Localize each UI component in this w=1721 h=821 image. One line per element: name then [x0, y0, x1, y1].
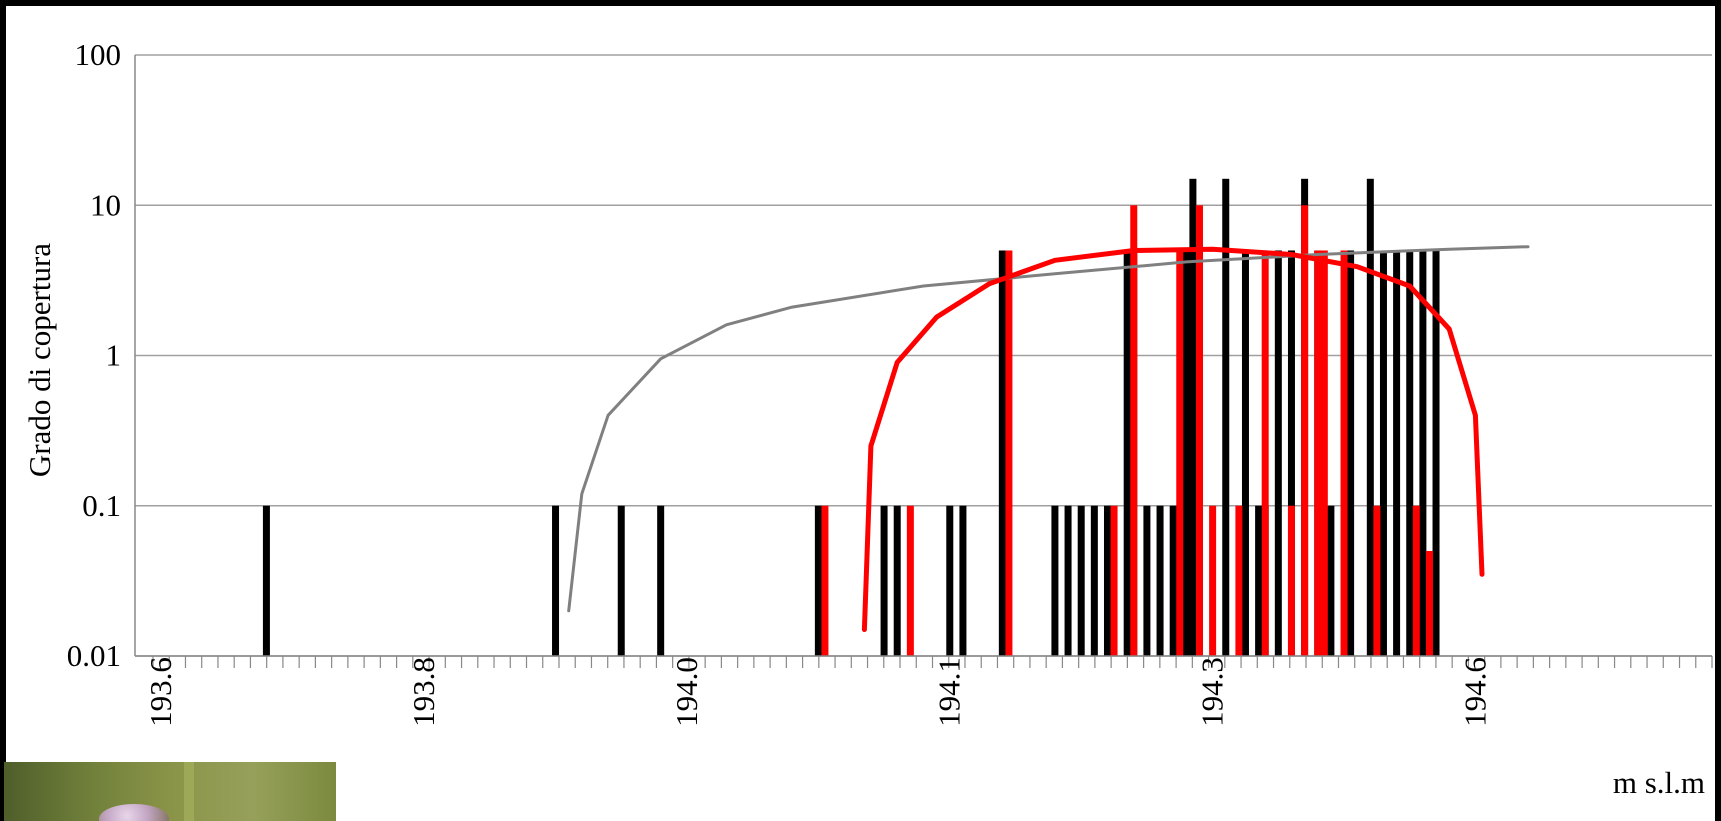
bar — [1347, 250, 1355, 657]
bar — [1419, 250, 1427, 657]
bars — [262, 178, 1440, 657]
y-tick-label: 0.01 — [67, 638, 121, 673]
bar — [880, 505, 888, 656]
bar — [1195, 205, 1203, 656]
bar — [821, 505, 829, 656]
bar — [552, 505, 560, 656]
bar — [1327, 505, 1335, 656]
bar — [1123, 250, 1131, 657]
bar — [1366, 178, 1374, 656]
y-tick-label: 0.1 — [82, 488, 121, 523]
bar — [1340, 250, 1348, 657]
bar — [1176, 250, 1184, 657]
trendlines — [567, 245, 1530, 632]
y-axis-label: Grado di copertura — [22, 243, 57, 477]
x-tick-label: 194.0 — [669, 657, 704, 727]
x-tick-label: 194.1 — [932, 657, 967, 727]
bar — [1103, 505, 1111, 656]
bar — [1077, 505, 1085, 656]
bar — [1090, 505, 1098, 656]
bar — [617, 505, 625, 656]
bar — [906, 505, 914, 656]
bar — [814, 505, 822, 656]
flower-photo — [4, 762, 336, 821]
bar — [946, 505, 954, 656]
bar — [1182, 250, 1190, 657]
bar — [1110, 505, 1118, 656]
bar — [1130, 205, 1138, 656]
bar — [1143, 505, 1151, 656]
gridlines — [135, 54, 1712, 657]
bar — [1425, 550, 1433, 656]
bar — [1169, 505, 1177, 656]
bar — [1320, 250, 1328, 657]
bar — [1379, 250, 1387, 657]
y-tick-labels: 100 10 1 0.1 0.01 — [67, 37, 121, 673]
bar — [1287, 250, 1295, 657]
x-tick-label: 194.3 — [1194, 657, 1229, 727]
bar — [1373, 505, 1381, 656]
bar — [1412, 505, 1420, 656]
bar — [1314, 250, 1322, 657]
photo-stem — [184, 762, 194, 821]
bar — [1051, 505, 1059, 656]
axes — [134, 55, 1713, 668]
bar — [1301, 205, 1309, 656]
bar — [1255, 505, 1263, 656]
bar — [262, 505, 270, 656]
bar — [1005, 250, 1013, 657]
x-axis-label: m s.l.m — [1613, 765, 1705, 800]
bar — [657, 505, 665, 656]
red-trendline — [861, 246, 1485, 632]
bar — [1241, 250, 1249, 657]
x-tick-label: 194.6 — [1457, 657, 1492, 727]
bar — [1393, 250, 1401, 657]
bar — [1287, 505, 1295, 656]
bar — [1406, 250, 1414, 657]
bar — [1432, 250, 1440, 657]
x-tick-label: 193.6 — [143, 657, 178, 727]
bar — [1156, 505, 1164, 656]
x-tick-label: 193.8 — [406, 657, 441, 727]
bar — [1222, 178, 1230, 656]
bar — [1235, 505, 1243, 656]
x-tick-labels: 193.6 193.8 194.0 194.1 194.3 194.6 — [143, 657, 1492, 727]
y-tick-label: 100 — [75, 37, 122, 72]
gray-trendline — [567, 245, 1530, 613]
bar — [893, 505, 901, 656]
y-tick-label: 10 — [90, 187, 121, 222]
plot-background — [6, 6, 1715, 821]
bar — [959, 505, 967, 656]
bar — [1064, 505, 1072, 656]
bar — [1209, 505, 1217, 656]
bar — [1261, 250, 1269, 657]
photo-blossom — [99, 804, 169, 821]
bar — [1189, 178, 1197, 656]
bar — [1274, 250, 1282, 657]
bar — [998, 250, 1006, 657]
y-tick-label: 1 — [106, 338, 122, 373]
